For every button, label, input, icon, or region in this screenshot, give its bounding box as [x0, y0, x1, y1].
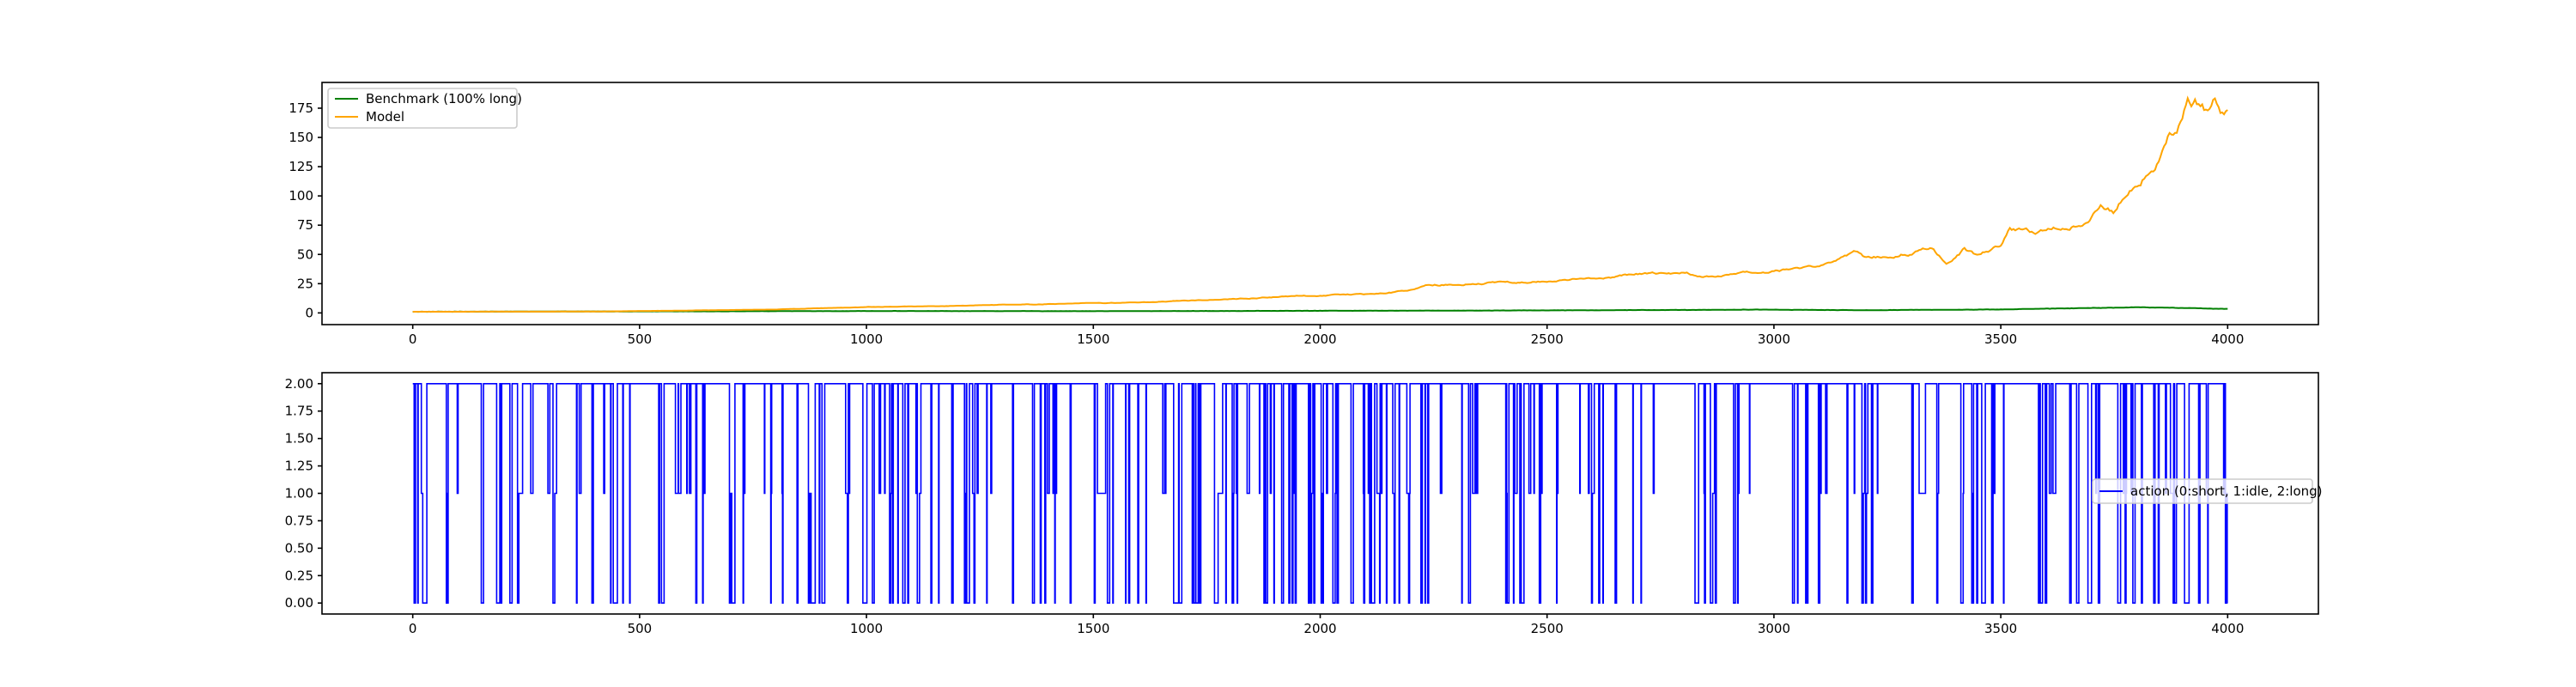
- top-x-tick-label: 3000: [1758, 331, 1790, 347]
- bottom-x-tick-label: 3500: [1984, 621, 2017, 636]
- bottom-x-tick-label: 2000: [1303, 621, 1336, 636]
- top-plot-lines: [412, 95, 2228, 313]
- bottom-legend-box: [2092, 478, 2313, 504]
- bottom-x-tick-label: 1500: [1077, 621, 1109, 636]
- top-x-tick-label: 2500: [1531, 331, 1564, 347]
- legend-action-label: action (0:short, 1:idle, 2:long): [2130, 483, 2323, 499]
- top-y-tick-label: 0: [305, 305, 313, 320]
- top-x-tick-label: 4000: [2211, 331, 2244, 347]
- bottom-y-tick-label: 1.50: [285, 431, 313, 447]
- bottom-x-tick-label: 2500: [1531, 621, 1564, 636]
- bottom-y-tick-label: 0.75: [285, 513, 313, 528]
- model-series-line: [412, 95, 2228, 313]
- legend-model-label: Model: [366, 109, 404, 125]
- bottom-y-tick-label: 0.25: [285, 568, 313, 583]
- top-y-tick-label: 125: [289, 159, 313, 174]
- bottom-subplot: 0 500 1000 1500 2000 2500 3000 3500 4000 0.00 0.2…: [285, 372, 2323, 636]
- top-x-tick-label: 2000: [1303, 331, 1336, 347]
- top-y-tick-label: 100: [289, 188, 313, 204]
- top-y-tick-label: 75: [297, 217, 313, 233]
- bottom-y-tick-label: 0.00: [285, 595, 313, 611]
- benchmark-series-line: [412, 306, 2228, 313]
- bottom-legend: action (0:short, 1:idle, 2:long): [2092, 478, 2323, 504]
- bottom-y-tick-label: 1.75: [285, 404, 313, 419]
- bottom-y-ticks: 0.00 0.25 0.50 0.75 1.00 1.25 1.50 1.75 2.00: [285, 376, 322, 611]
- bottom-y-tick-label: 1.00: [285, 486, 313, 502]
- bottom-x-tick-label: 4000: [2211, 621, 2244, 636]
- top-subplot: 0 500 1000 1500 2000 2500 3000 3500 4000 0 25 50 75…: [289, 82, 2319, 347]
- bottom-x-tick-label: 1000: [850, 621, 883, 636]
- bottom-x-tick-label: 3000: [1758, 621, 1790, 636]
- legend-benchmark-label: Benchmark (100% long): [366, 91, 522, 106]
- top-y-tick-label: 175: [289, 100, 313, 116]
- top-x-tick-label: 1000: [850, 331, 883, 347]
- top-x-tick-label: 0: [409, 331, 417, 347]
- top-x-tick-label: 3500: [1984, 331, 2017, 347]
- bottom-y-tick-label: 2.00: [285, 376, 313, 392]
- top-x-ticks: 0 500 1000 1500 2000 2500 3000 3500 4000: [409, 325, 2244, 347]
- top-x-tick-label: 1500: [1077, 331, 1109, 347]
- top-y-tick-label: 50: [297, 246, 313, 262]
- action-series-line: [412, 383, 2228, 604]
- top-x-tick-label: 500: [628, 331, 653, 347]
- top-y-tick-label: 150: [289, 130, 313, 145]
- bottom-y-tick-label: 1.25: [285, 459, 313, 474]
- bottom-y-tick-label: 0.50: [285, 540, 313, 556]
- bottom-x-tick-label: 500: [628, 621, 653, 636]
- bottom-x-ticks: 0 500 1000 1500 2000 2500 3000 3500 4000: [409, 614, 2244, 636]
- top-y-tick-label: 25: [297, 276, 313, 291]
- top-legend-box: [327, 88, 518, 129]
- bottom-x-tick-label: 0: [409, 621, 417, 636]
- top-y-ticks: 0 25 50 75 100 125 150 175: [289, 100, 322, 320]
- top-legend: Benchmark (100% long) Model: [327, 88, 522, 129]
- bottom-plot-lines: [412, 383, 2228, 604]
